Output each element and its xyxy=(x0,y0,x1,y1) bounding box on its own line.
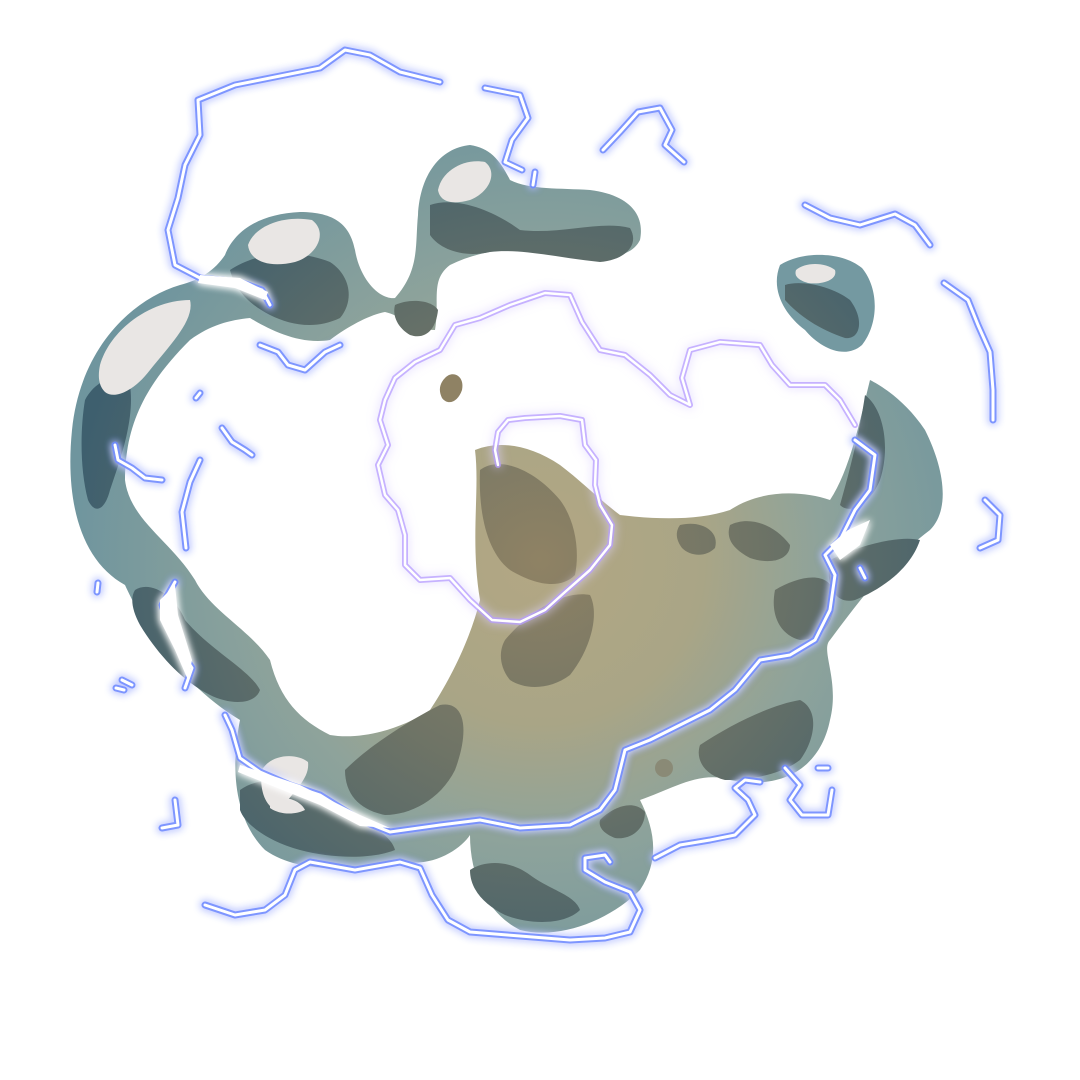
highlight-right-blob xyxy=(795,264,836,284)
lightning-bolts-inner xyxy=(375,290,858,625)
smoke-shadows xyxy=(81,202,920,922)
lightning-bolts-outer xyxy=(93,46,1004,944)
highlight-left xyxy=(98,300,191,395)
highlight-top xyxy=(438,161,492,203)
highlight-top-left xyxy=(248,218,320,265)
smoke-drip-center xyxy=(439,374,463,403)
smoke-drop xyxy=(655,759,673,777)
